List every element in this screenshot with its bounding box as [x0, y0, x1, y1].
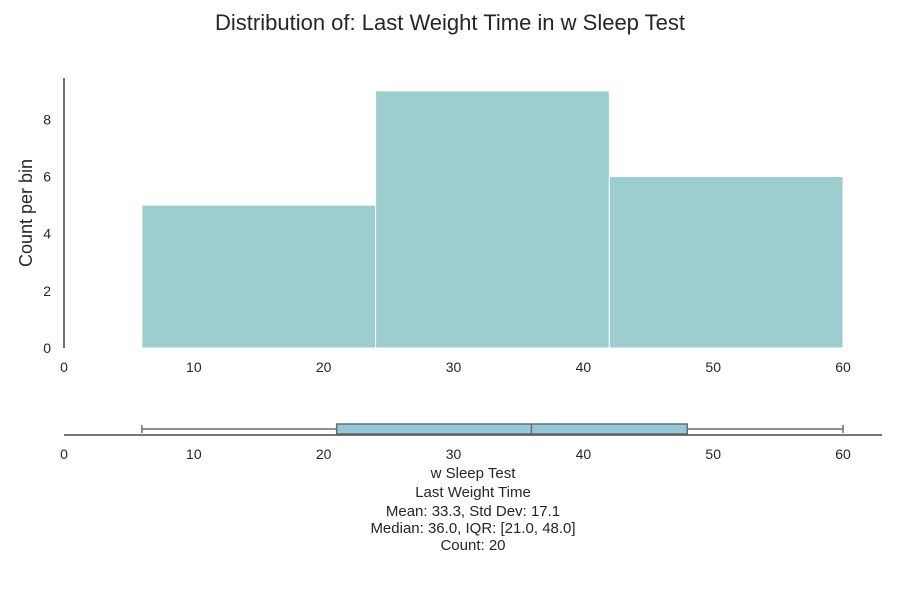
boxplot-x-tick-label: 10	[186, 446, 202, 462]
histogram-y-tick-label: 6	[43, 169, 51, 185]
histogram-y-tick-label: 4	[43, 226, 51, 242]
boxplot-x-tick-label: 60	[835, 446, 851, 462]
histogram-bar-2	[375, 90, 610, 349]
histogram-bar-1	[141, 204, 377, 349]
histogram-x-tick-label: 0	[60, 359, 68, 375]
chart-title: Distribution of: Last Weight Time in w S…	[215, 10, 685, 35]
histogram-bar-3	[608, 176, 844, 349]
boxplot-x-tick-label: 40	[576, 446, 592, 462]
stats-variable: Last Weight Time	[415, 484, 531, 501]
histogram-x-tick-label: 50	[705, 359, 721, 375]
stats-median-iqr: Median: 36.0, IQR: [21.0, 48.0]	[370, 520, 575, 537]
stats-annotation: w Sleep Test Last Weight Time Mean: 33.3…	[370, 465, 575, 554]
stats-count: Count: 20	[440, 537, 505, 554]
boxplot-x-tick-label: 20	[316, 446, 332, 462]
stats-mean-sd: Mean: 33.3, Std Dev: 17.1	[386, 503, 560, 520]
boxplot-x-tick-label: 0	[60, 446, 68, 462]
histogram-x-tick-label: 30	[446, 359, 462, 375]
histogram-x-tick-label: 10	[186, 359, 202, 375]
histogram: 0 2 4 6 8 0 10 20 30 40 50 60 Count per bin	[16, 78, 851, 375]
histogram-y-label: Count per bin	[16, 159, 36, 267]
boxplot-box	[335, 423, 688, 435]
histogram-x-tick-label: 40	[576, 359, 592, 375]
stats-group: w Sleep Test	[430, 465, 517, 482]
histogram-y-tick-label: 0	[43, 340, 51, 356]
histogram-x-tick-label: 60	[835, 359, 851, 375]
histogram-y-tick-label: 8	[43, 111, 51, 127]
boxplot-x-tick-label: 30	[446, 446, 462, 462]
boxplot-x-tick-label: 50	[705, 446, 721, 462]
boxplot: 0 10 20 30 40 50 60	[60, 423, 882, 462]
histogram-x-tick-label: 20	[316, 359, 332, 375]
histogram-y-tick-label: 2	[43, 283, 51, 299]
